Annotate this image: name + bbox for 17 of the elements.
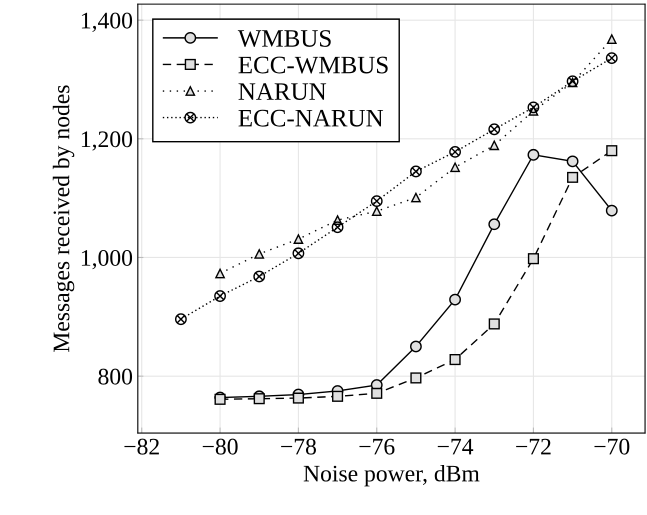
x-axis-title: Noise power, dBm xyxy=(304,464,480,486)
y-tick-label: 1,200 xyxy=(82,131,132,151)
x-tick-label: −70 xyxy=(594,438,630,455)
x-tick-label: −78 xyxy=(281,438,316,455)
x-tick-label: −82 xyxy=(124,438,159,455)
y-tick-label: 1,000 xyxy=(82,250,132,270)
y-tick-label: 800 xyxy=(98,368,132,385)
x-tick-label: −72 xyxy=(516,438,551,454)
legend-label: NARUN xyxy=(238,83,326,100)
legend-label: WMBUS xyxy=(238,30,331,47)
legend-label: ECC-WMBUS xyxy=(238,56,388,74)
y-axis-title: Messages received by nodes xyxy=(52,85,74,352)
y-tick-label: 1,400 xyxy=(82,12,132,32)
x-tick-label: −80 xyxy=(202,438,238,455)
x-tick-label: −74 xyxy=(438,438,474,454)
x-tick-label: −76 xyxy=(359,438,395,455)
legend-label: ECC-NARUN xyxy=(238,110,384,127)
